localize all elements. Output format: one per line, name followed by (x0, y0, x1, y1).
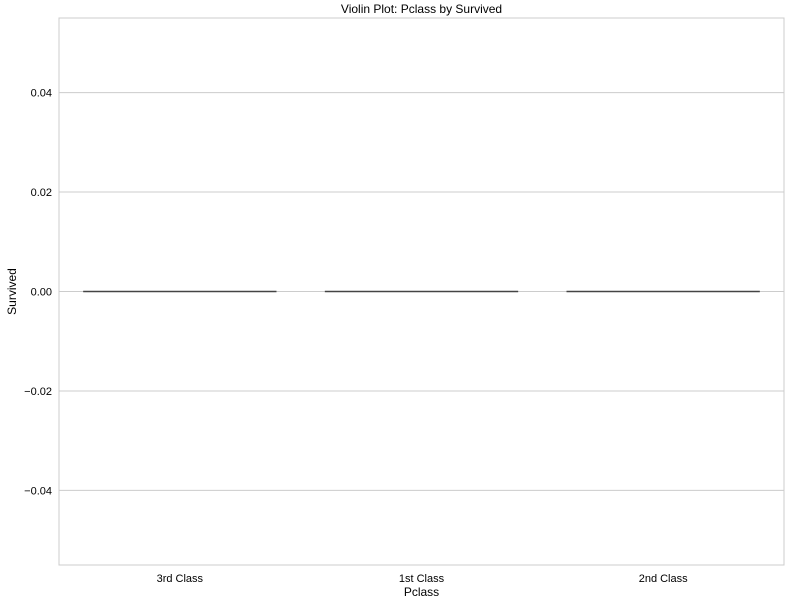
chart-title: Violin Plot: Pclass by Survived (341, 2, 502, 16)
x-tick-labels: 3rd Class 1st Class 2nd Class (157, 573, 689, 585)
plot-area (58, 17, 785, 566)
x-tick-label: 1st Class (399, 573, 445, 585)
y-tick-label: 0.04 (31, 88, 52, 100)
y-tick-label: −0.04 (24, 485, 52, 497)
x-tick-label: 3rd Class (157, 573, 204, 585)
x-tick-label: 2nd Class (639, 573, 688, 585)
y-tick-label: −0.02 (24, 386, 52, 398)
y-tick-labels: −0.04 −0.02 0.00 0.02 0.04 (24, 88, 52, 498)
x-axis-label: Pclass (404, 585, 439, 599)
y-tick-label: 0.00 (31, 287, 52, 299)
y-axis-label: Survived (5, 268, 19, 315)
y-tick-label: 0.02 (31, 187, 52, 199)
